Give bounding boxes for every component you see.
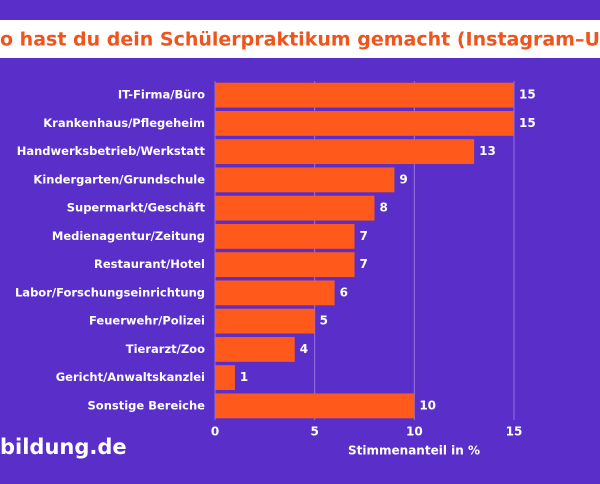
chart-title: o hast du dein Schülerpraktikum gemacht … (0, 29, 600, 51)
value-label: 13 (479, 144, 496, 158)
x-axis-label: Stimmenanteil in % (348, 444, 480, 458)
x-tick-label: 10 (406, 425, 423, 439)
value-label: 5 (320, 314, 328, 328)
bar (215, 110, 514, 136)
bar (215, 167, 395, 193)
value-label: 1 (240, 370, 248, 384)
value-label: 8 (379, 201, 387, 215)
bar (215, 195, 375, 221)
bar (215, 280, 335, 306)
y-tick-label: Kindergarten/Grundschule (33, 172, 205, 186)
logo: bildung.de (0, 435, 127, 459)
bar (215, 252, 355, 278)
y-tick-label: Restaurant/Hotel (94, 257, 205, 271)
bar (215, 393, 415, 419)
value-label: 4 (300, 342, 308, 356)
bar (215, 139, 475, 165)
value-label: 9 (399, 172, 407, 186)
y-tick-label: Labor/Forschungseinrichtung (15, 285, 205, 299)
y-tick-label: Gericht/Anwaltskanzlei (56, 370, 205, 384)
value-label: 15 (519, 88, 536, 102)
x-tick-label: 0 (211, 425, 219, 439)
x-tick-label: 5 (310, 425, 318, 439)
bar (215, 223, 355, 249)
value-label: 6 (340, 285, 348, 299)
bar (215, 365, 235, 391)
value-label: 7 (360, 229, 368, 243)
value-label: 10 (419, 398, 436, 412)
bar (215, 336, 295, 362)
bar (215, 308, 315, 334)
x-tick-label: 15 (506, 425, 523, 439)
y-tick-label: IT-Firma/Büro (118, 88, 205, 102)
y-tick-label: Medienagentur/Zeitung (52, 229, 205, 243)
title-banner (0, 20, 600, 58)
y-tick-label: Sonstige Bereiche (88, 398, 206, 412)
y-tick-label: Handwerksbetrieb/Werkstatt (17, 144, 206, 158)
value-label: 15 (519, 116, 536, 130)
y-tick-label: Supermarkt/Geschäft (67, 201, 206, 215)
y-tick-label: Krankenhaus/Pflegeheim (43, 116, 205, 130)
y-tick-label: Feuerwehr/Polizei (89, 314, 205, 328)
value-label: 7 (360, 257, 368, 271)
y-tick-label: Tierarzt/Zoo (126, 342, 205, 356)
bar (215, 82, 514, 108)
